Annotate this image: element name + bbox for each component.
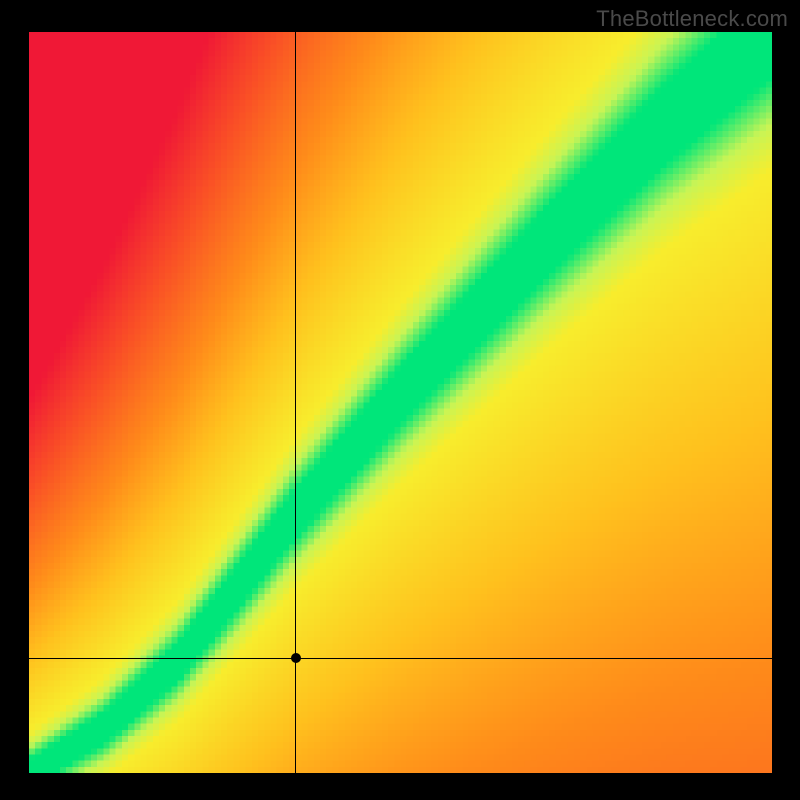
watermark-text: TheBottleneck.com: [596, 6, 788, 32]
heatmap-canvas: [29, 32, 772, 773]
page-root: TheBottleneck.com: [0, 0, 800, 800]
crosshair-horizontal: [29, 658, 772, 659]
crosshair-marker: [291, 653, 301, 663]
heatmap-plot: [29, 32, 772, 773]
